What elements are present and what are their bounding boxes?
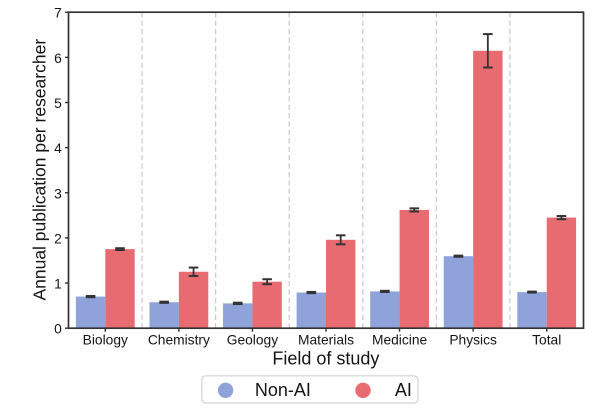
svg-text:3: 3 <box>54 186 62 201</box>
svg-text:0: 0 <box>54 322 62 337</box>
svg-text:5: 5 <box>54 96 62 111</box>
svg-text:Materials: Materials <box>298 333 354 348</box>
svg-text:Medicine: Medicine <box>372 333 428 348</box>
svg-text:2: 2 <box>54 231 62 246</box>
svg-text:AI: AI <box>395 380 412 400</box>
svg-text:Chemistry: Chemistry <box>148 333 210 348</box>
svg-text:1: 1 <box>54 277 62 292</box>
svg-text:Geology: Geology <box>227 333 278 348</box>
svg-text:7: 7 <box>54 6 62 21</box>
svg-text:Total: Total <box>532 333 561 348</box>
svg-text:4: 4 <box>54 141 62 156</box>
svg-text:Non-AI: Non-AI <box>255 380 311 400</box>
svg-text:6: 6 <box>54 51 62 66</box>
svg-text:Biology: Biology <box>83 333 128 348</box>
svg-text:Field of study: Field of study <box>272 348 379 368</box>
svg-text:Physics: Physics <box>449 333 497 348</box>
svg-text:Annual publication per researc: Annual publication per researcher <box>30 39 50 301</box>
